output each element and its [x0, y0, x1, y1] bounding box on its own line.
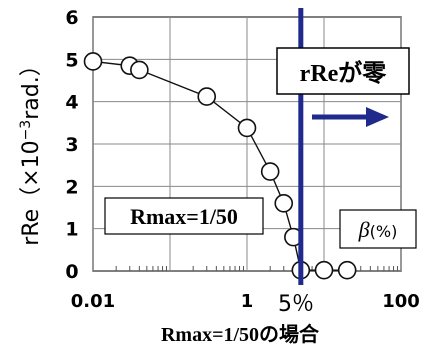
data-point [314, 260, 334, 280]
data-point [83, 52, 103, 71]
data-point [237, 118, 257, 138]
zero-label-box [276, 47, 410, 95]
zero-label-text: rReが零 [300, 59, 388, 87]
y-tick-label: 2 [65, 176, 78, 198]
y-tick-label: 4 [65, 92, 78, 114]
x-tick-labels: 0.01 1 100 [71, 291, 420, 312]
x-axis-label: Rmax=1/50の場合 [161, 322, 320, 346]
y-tick-label: 0 [65, 261, 78, 283]
data-point [337, 260, 357, 280]
rmax-label-text: Rmax=1/50 [130, 204, 238, 229]
x-tick-label: 1 [241, 291, 254, 312]
x-tick-label: 0.01 [71, 291, 115, 312]
data-point [130, 60, 149, 80]
data-points [83, 52, 357, 280]
arrow-head [366, 107, 389, 127]
x-tick-label: 100 [382, 291, 420, 312]
beta-label-box [339, 209, 417, 249]
y-tick-label: 6 [65, 7, 78, 29]
y-tick-label: 3 [65, 134, 78, 156]
data-point [260, 162, 280, 181]
rmax-label-box [104, 197, 264, 235]
y-axis-label: rRe（×10−3rad.） [18, 54, 44, 245]
five-percent-label: 5％ [278, 292, 314, 317]
y-tick-labels: 0 1 2 3 4 5 6 [65, 7, 78, 283]
data-point [274, 193, 294, 213]
y-tick-label: 1 [65, 219, 78, 241]
data-point [197, 87, 217, 106]
beta-label-text: β(%) [358, 217, 398, 242]
y-tick-label: 5 [65, 49, 78, 71]
